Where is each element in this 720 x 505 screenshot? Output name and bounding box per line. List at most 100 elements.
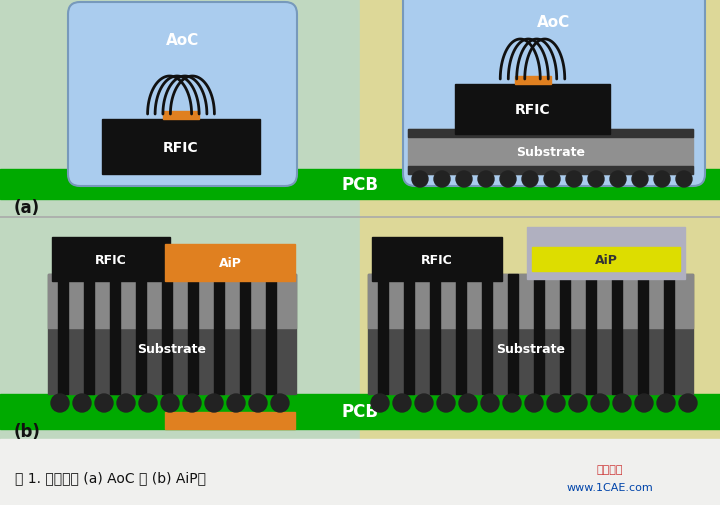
Bar (240, 274, 250, 394)
Text: AoC: AoC (537, 15, 571, 29)
Circle shape (676, 172, 692, 188)
Text: Substrate: Substrate (138, 342, 207, 355)
Bar (560, 274, 570, 394)
Circle shape (588, 172, 604, 188)
Circle shape (591, 394, 609, 412)
Bar (360, 0, 720, 220)
Bar (532, 247, 680, 272)
Bar (165, 412, 295, 429)
Bar (188, 274, 198, 394)
Circle shape (412, 172, 428, 188)
Circle shape (654, 172, 670, 188)
Circle shape (51, 394, 69, 412)
Circle shape (547, 394, 565, 412)
Circle shape (139, 394, 157, 412)
Circle shape (393, 394, 411, 412)
Bar (638, 274, 648, 394)
Bar (0, 394, 720, 429)
Bar (482, 274, 492, 394)
Bar (0, 439, 720, 505)
Bar (368, 274, 693, 328)
Bar (586, 274, 596, 394)
Bar (266, 274, 276, 394)
Text: RFIC: RFIC (163, 140, 199, 154)
Bar (84, 274, 94, 394)
Bar (408, 130, 693, 138)
Text: RFIC: RFIC (515, 103, 550, 117)
Text: RFIC: RFIC (95, 253, 127, 266)
Circle shape (522, 172, 538, 188)
Text: PCB: PCB (341, 402, 379, 421)
Bar (0, 170, 720, 199)
Circle shape (371, 394, 389, 412)
Text: (b): (b) (14, 422, 41, 440)
Bar (0, 220, 360, 439)
Circle shape (459, 394, 477, 412)
Circle shape (679, 394, 697, 412)
Bar (430, 274, 440, 394)
FancyBboxPatch shape (68, 3, 297, 187)
Bar (515, 77, 551, 85)
Bar (534, 274, 544, 394)
Bar (214, 274, 224, 394)
Circle shape (117, 394, 135, 412)
Text: AoC: AoC (166, 32, 199, 47)
Bar (372, 237, 502, 281)
FancyBboxPatch shape (403, 0, 705, 187)
Bar (136, 274, 146, 394)
Bar (408, 167, 693, 175)
Circle shape (478, 172, 494, 188)
Text: PCB: PCB (341, 176, 379, 193)
Circle shape (569, 394, 587, 412)
Bar (110, 274, 120, 394)
Bar (456, 274, 466, 394)
Circle shape (437, 394, 455, 412)
Text: AiP: AiP (219, 257, 241, 270)
Bar (612, 274, 622, 394)
Circle shape (183, 394, 201, 412)
Bar (360, 220, 720, 439)
Circle shape (161, 394, 179, 412)
Circle shape (249, 394, 267, 412)
Bar (404, 274, 414, 394)
Text: Substrate: Substrate (516, 146, 585, 159)
Bar (378, 274, 388, 394)
Bar (165, 244, 295, 281)
Circle shape (613, 394, 631, 412)
Text: Substrate: Substrate (496, 342, 565, 355)
Circle shape (566, 172, 582, 188)
Text: 图 1. 集成方案 (a) AoC 和 (b) AiP。: 图 1. 集成方案 (a) AoC 和 (b) AiP。 (15, 470, 206, 484)
Circle shape (456, 172, 472, 188)
Circle shape (503, 394, 521, 412)
Circle shape (635, 394, 653, 412)
Circle shape (500, 172, 516, 188)
Circle shape (481, 394, 499, 412)
Circle shape (632, 172, 648, 188)
Bar (102, 120, 260, 175)
Circle shape (434, 172, 450, 188)
Text: 仿真在线: 仿真在线 (597, 464, 624, 474)
Circle shape (544, 172, 560, 188)
Bar (664, 274, 674, 394)
Circle shape (227, 394, 245, 412)
Bar (163, 112, 199, 120)
Bar (48, 274, 296, 328)
Bar (58, 274, 68, 394)
Bar (408, 130, 693, 175)
Circle shape (610, 172, 626, 188)
Bar (0, 0, 360, 220)
Bar (162, 274, 172, 394)
Bar (455, 85, 610, 135)
Circle shape (95, 394, 113, 412)
Circle shape (525, 394, 543, 412)
Circle shape (73, 394, 91, 412)
Text: www.1CAE.com: www.1CAE.com (567, 482, 653, 492)
Circle shape (271, 394, 289, 412)
Text: AiP: AiP (595, 253, 618, 266)
Bar (52, 237, 170, 281)
Bar (368, 274, 693, 394)
Bar (508, 274, 518, 394)
Circle shape (205, 394, 223, 412)
Bar (527, 228, 685, 279)
Text: RFIC: RFIC (421, 253, 453, 266)
